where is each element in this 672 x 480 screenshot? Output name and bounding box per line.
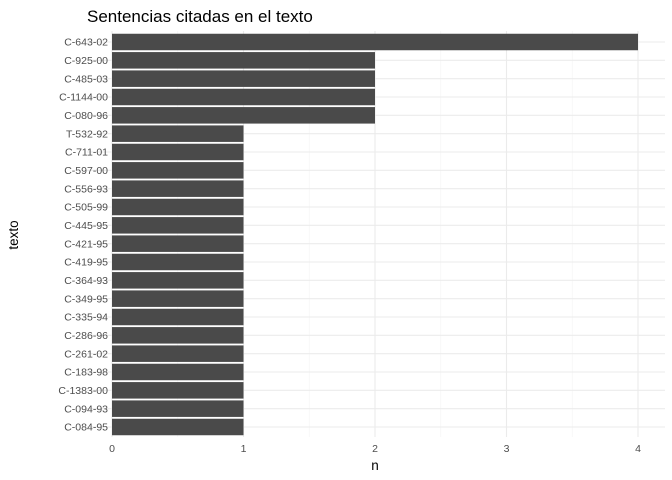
y-tick-label: C-349-95 <box>64 293 108 305</box>
bar-c-261-02 <box>112 345 244 362</box>
x-tick-label: 0 <box>109 443 115 455</box>
bar-c-925-00 <box>112 52 375 69</box>
y-tick-label: C-643-02 <box>64 37 108 49</box>
y-tick-label: T-532-92 <box>66 128 108 140</box>
y-tick-label: C-261-02 <box>64 348 108 360</box>
bar-c-1383-00 <box>112 382 244 399</box>
bar-c-349-95 <box>112 290 244 307</box>
y-tick-label: C-445-95 <box>64 220 108 232</box>
y-tick-label: C-183-98 <box>64 367 108 379</box>
x-tick-label: 4 <box>635 443 641 455</box>
y-tick-label: C-419-95 <box>64 257 108 269</box>
y-tick-label: C-1383-00 <box>58 385 108 397</box>
bars <box>112 33 638 436</box>
bar-c-643-02 <box>112 33 638 51</box>
y-tick-label: C-080-96 <box>64 110 108 122</box>
bar-c-445-95 <box>112 217 244 234</box>
x-tick-label: 1 <box>241 443 247 455</box>
y-tick-label: C-711-01 <box>65 147 108 159</box>
bar-c-084-95 <box>112 418 244 436</box>
bar-c-597-00 <box>112 162 244 179</box>
bar-c-094-93 <box>112 400 244 417</box>
bar-c-1144-00 <box>112 88 375 106</box>
x-tick-label: 2 <box>372 443 378 455</box>
chart-title: Sentencias citadas en el texto <box>87 7 313 26</box>
y-tick-label: C-286-96 <box>64 330 108 342</box>
y-tick-label: C-084-95 <box>64 422 108 434</box>
bar-c-556-93 <box>112 180 244 197</box>
y-tick-label: C-335-94 <box>64 312 108 324</box>
y-tick-label: C-1144-00 <box>59 92 108 104</box>
y-tick-label: C-925-00 <box>64 55 108 67</box>
x-tick-labels: 0 1 2 3 4 <box>109 443 641 455</box>
bar-c-286-96 <box>112 327 244 344</box>
y-tick-label: C-556-93 <box>64 183 108 195</box>
x-tick-label: 3 <box>504 443 510 455</box>
y-tick-labels: C-643-02 C-925-00 C-485-03 C-1144-00 C-080-9… <box>58 37 108 434</box>
y-tick-label: C-364-93 <box>64 275 108 287</box>
bar-c-711-01 <box>112 143 244 161</box>
bar-c-364-93 <box>112 272 244 289</box>
y-tick-label: C-094-93 <box>64 403 108 415</box>
bar-t-532-92 <box>112 125 244 142</box>
y-tick-label: C-597-00 <box>64 165 108 177</box>
y-tick-label: C-505-99 <box>64 202 108 214</box>
bar-c-080-96 <box>112 107 375 124</box>
bar-c-183-98 <box>112 363 244 381</box>
bar-c-505-99 <box>112 198 244 216</box>
bar-c-485-03 <box>112 70 375 87</box>
bar-c-335-94 <box>112 308 244 326</box>
y-tick-label: C-485-03 <box>64 73 108 85</box>
bar-c-419-95 <box>112 253 244 271</box>
y-axis-title: texto <box>6 220 21 249</box>
bar-c-421-95 <box>112 235 244 252</box>
x-axis-title: n <box>371 458 379 473</box>
y-tick-label: C-421-95 <box>64 238 108 250</box>
